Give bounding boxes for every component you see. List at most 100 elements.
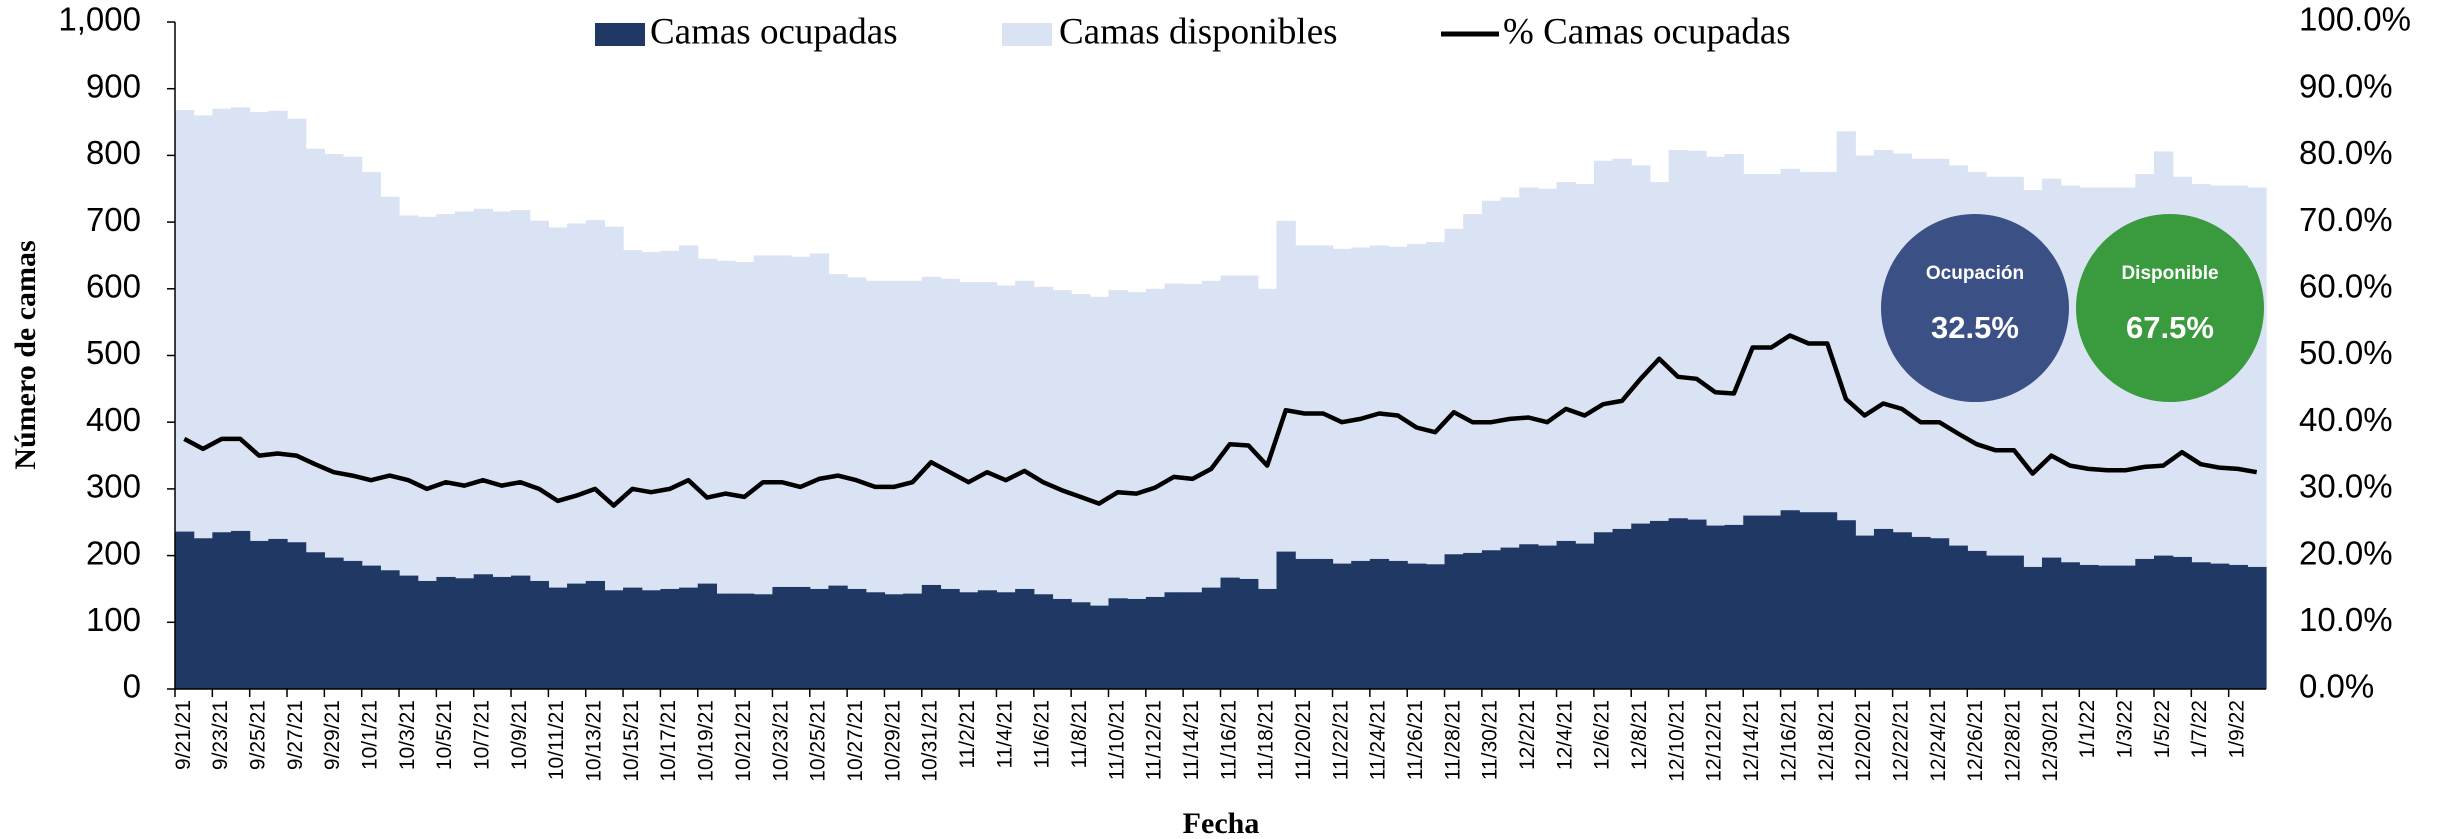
y-tick-label: 700 — [86, 201, 141, 238]
bar — [1313, 558, 1334, 689]
x-tick-label: 12/20/21 — [1852, 700, 1875, 782]
bar — [1183, 592, 1203, 689]
bar — [585, 580, 606, 689]
bar — [1108, 598, 1128, 689]
x-tick-label: 12/10/21 — [1665, 700, 1688, 782]
bar — [1575, 543, 1595, 689]
bar — [1071, 294, 1091, 689]
bar — [2172, 556, 2192, 689]
annotation-circle — [2076, 214, 2264, 402]
x-tick-label: 11/6/21 — [1031, 700, 1054, 769]
x-tick-label: 11/26/21 — [1404, 700, 1427, 780]
bar — [753, 255, 774, 689]
x-tick-label: 10/23/21 — [769, 700, 792, 782]
y-tick-label: 300 — [86, 468, 141, 505]
bar — [847, 277, 867, 689]
x-tick-label: 11/10/21 — [1105, 700, 1128, 780]
bar — [1631, 523, 1651, 689]
bar — [1015, 588, 1035, 689]
x-tick-label: 10/11/21 — [545, 700, 568, 780]
bar — [716, 260, 736, 689]
legend-swatch — [1002, 23, 1052, 46]
bar — [2191, 562, 2211, 689]
bar — [697, 583, 718, 689]
y2-tick-label: 100.0% — [2299, 1, 2411, 38]
bar — [1463, 552, 1483, 689]
bar — [1985, 555, 2006, 689]
bar — [903, 593, 923, 689]
bar — [399, 215, 419, 689]
bar — [697, 258, 718, 689]
x-tick-label: 10/19/21 — [695, 700, 718, 782]
x-tick-label: 11/18/21 — [1255, 700, 1278, 780]
bar — [1556, 540, 1576, 689]
bar — [436, 576, 456, 689]
bar — [735, 262, 755, 689]
y-tick-label: 800 — [86, 134, 141, 171]
bar — [772, 255, 792, 689]
y2-tick-label: 90.0% — [2299, 67, 2393, 104]
bar — [791, 586, 811, 689]
bar — [623, 587, 643, 689]
bar — [343, 560, 363, 689]
bar — [1892, 532, 1912, 689]
bar — [324, 154, 344, 690]
bar — [1332, 563, 1352, 689]
bar — [1033, 286, 1054, 689]
bar — [2153, 555, 2174, 689]
y2-tick-label: 0.0% — [2299, 668, 2374, 705]
bar — [492, 576, 512, 689]
annotation-title: Disponible — [2121, 263, 2218, 284]
bar — [1855, 535, 1875, 689]
bar — [492, 211, 512, 690]
bar — [231, 530, 251, 689]
bar — [1612, 528, 1632, 689]
bar — [1033, 594, 1054, 689]
y2-tick-label: 70.0% — [2299, 201, 2393, 238]
x-tick-label: 1/3/22 — [2114, 700, 2137, 758]
bar — [679, 587, 699, 689]
bar — [1127, 292, 1147, 689]
bar — [623, 250, 643, 689]
bar — [361, 172, 381, 689]
bar — [604, 226, 624, 690]
x-tick-label: 11/28/21 — [1441, 700, 1464, 780]
x-tick-label: 11/22/21 — [1329, 700, 1352, 780]
bar — [436, 214, 456, 689]
bar — [1295, 558, 1315, 689]
x-tick-label: 10/13/21 — [583, 700, 606, 782]
bar — [921, 584, 942, 689]
bar — [884, 594, 904, 689]
bar — [772, 586, 792, 689]
bar — [455, 211, 475, 690]
bar — [511, 210, 531, 689]
bar — [828, 585, 848, 689]
x-tick-label: 10/17/21 — [657, 700, 680, 782]
x-tick-label: 12/18/21 — [1815, 700, 1838, 782]
legend-label: % Camas ocupadas — [1503, 11, 1791, 52]
bar — [2228, 564, 2248, 689]
x-tick-label: 12/16/21 — [1777, 700, 1800, 782]
bar — [399, 575, 419, 689]
x-tick-label: 12/8/21 — [1628, 700, 1651, 770]
bar — [753, 594, 774, 689]
x-tick-label: 9/23/21 — [209, 700, 232, 770]
bar — [604, 590, 624, 689]
x-tick-label: 1/5/22 — [2151, 700, 2174, 758]
x-tick-label: 11/8/21 — [1068, 700, 1091, 769]
x-tick-label: 9/27/21 — [284, 700, 307, 770]
y2-tick-label: 80.0% — [2299, 134, 2393, 171]
bar — [1164, 283, 1184, 689]
bar — [268, 538, 288, 689]
bar — [361, 565, 381, 689]
bar — [249, 540, 269, 689]
y-tick-label: 500 — [86, 334, 141, 371]
bar — [1183, 284, 1203, 689]
y-tick-label: 400 — [86, 401, 141, 438]
bar — [1015, 280, 1035, 689]
x-tick-label: 1/7/22 — [2188, 700, 2211, 758]
bar — [343, 156, 363, 689]
bar — [1071, 602, 1091, 689]
bar — [1052, 598, 1072, 689]
bar — [2060, 562, 2080, 689]
